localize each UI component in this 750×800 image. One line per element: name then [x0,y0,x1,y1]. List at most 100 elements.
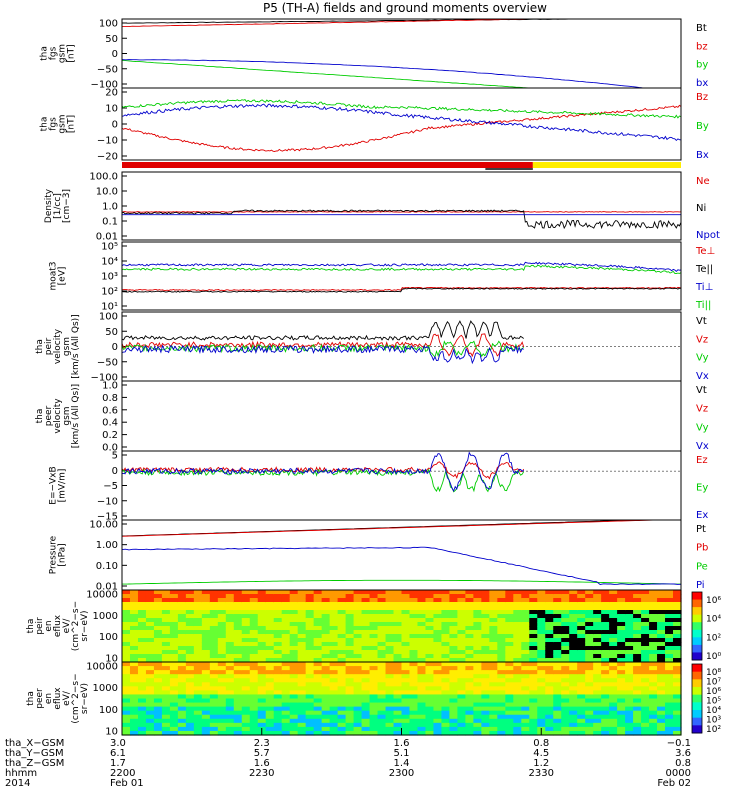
spectrogram-cell [122,626,131,631]
ephemeris-value: 2230 [249,768,274,779]
spectrogram-cell [193,630,203,635]
spectrogram-cell [233,594,243,599]
spectrogram-cell [465,634,474,639]
spectrogram-cell [593,590,602,595]
panel-frame [121,87,682,161]
spectrogram-cell [177,726,187,732]
spectrogram-cell [321,694,331,700]
spectrogram-cell [241,686,251,691]
spectrogram-cell [513,634,522,639]
spectrogram-cell [345,614,355,619]
spectrogram-cell [497,674,506,679]
spectrogram-cell [265,590,275,595]
spectrogram-cell [481,602,490,607]
spectrogram-cell [377,650,387,655]
spectrogram-cell [257,598,267,603]
spectrogram-cell [553,638,562,643]
spectrogram-cell [361,642,371,647]
spectrogram-cell [553,654,562,659]
ephemeris-value: 0000 [666,768,691,779]
spectrogram-cell [529,630,538,635]
spectrogram-cell [193,674,203,679]
spectrogram-cell [393,714,403,720]
spectrogram-cell [625,678,634,683]
spectrogram-cell [369,674,379,679]
spectrogram-cell [273,666,283,671]
spectrogram-cell [385,638,395,643]
spectrogram-cell [137,690,147,696]
spectrogram-cell [193,642,203,647]
spectrogram-cell [625,634,634,639]
spectrogram-cell [449,634,458,639]
legend-entry: Ti|| [695,300,711,311]
spectrogram-cell [673,658,682,663]
spectrogram-cell [545,686,554,691]
ephemeris-value: 0.8 [675,758,691,769]
spectrogram-cell [609,674,618,679]
spectrogram-cell [337,714,347,720]
ephemeris-row-label: 2014 [5,778,30,789]
spectrogram-cell [393,670,403,675]
spectrogram-cell [313,590,323,595]
spectrogram-cell [489,642,498,647]
spectrogram-cell [249,706,259,712]
spectrogram-cell [577,622,586,627]
spectrogram-cell [209,606,219,611]
spectrogram-cell [433,678,443,683]
y-tick-label: 0.01 [96,582,118,593]
spectrogram-cell [249,670,259,675]
spectrogram-cell [433,590,443,595]
spectrogram-cell [153,702,163,708]
spectrogram-cell [185,598,195,603]
spectrogram-cell [177,626,187,631]
spectrogram-cell [673,674,682,679]
spectrogram-cell [401,698,411,704]
spectrogram-cell [521,610,530,615]
spectrogram-cell [505,606,514,611]
spectrogram-cell [537,606,546,611]
spectrogram-cell [329,610,339,615]
spectrogram-cell [385,718,395,724]
spectrogram-cell [145,714,155,720]
spectrogram-cell [553,594,562,599]
spectrogram-cell [441,590,451,595]
spectrogram-cell [521,718,530,724]
spectrogram-cell [169,598,179,603]
ephemeris-value: −0.1 [667,738,691,749]
spectrogram-cell [169,690,179,696]
spectrogram-cell [225,654,235,659]
ylabel-line: sr−eV) [80,610,90,641]
traces [122,261,681,293]
spectrogram-cell [137,698,147,704]
spectrogram-cell [529,606,538,611]
spectrogram-cell [609,698,618,704]
spectrogram-cell [217,618,227,623]
spectrogram-cell [161,702,171,708]
spectrogram-cell [641,702,650,708]
spectrogram-cell [305,678,315,683]
spectrogram-cell [553,730,562,736]
spectrogram-cell [273,630,283,635]
spectrogram-cell [441,682,451,687]
spectrogram-cell [265,706,275,712]
spectrogram-cell [129,602,139,607]
spectrogram-cell [145,690,155,696]
spectrogram-cell [465,650,474,655]
spectrogram-cell [473,682,482,687]
spectrogram-cell [585,710,594,716]
spectrogram-cell [129,658,139,663]
spectrogram-cell [177,646,187,651]
spectrogram-cell [297,666,307,671]
spectrogram-cell [177,678,187,683]
spectrogram-cell [169,590,179,595]
spectrogram-cell [513,626,522,631]
spectrogram-cell [385,646,395,651]
spectrogram-cell [617,654,626,659]
spectrogram-cell [505,706,514,712]
spectrogram-cell [249,726,259,732]
spectrogram-cell [497,650,506,655]
spectrogram-cell [305,618,315,623]
spectrogram-cell [553,642,562,647]
spectrogram-cell [177,630,187,635]
